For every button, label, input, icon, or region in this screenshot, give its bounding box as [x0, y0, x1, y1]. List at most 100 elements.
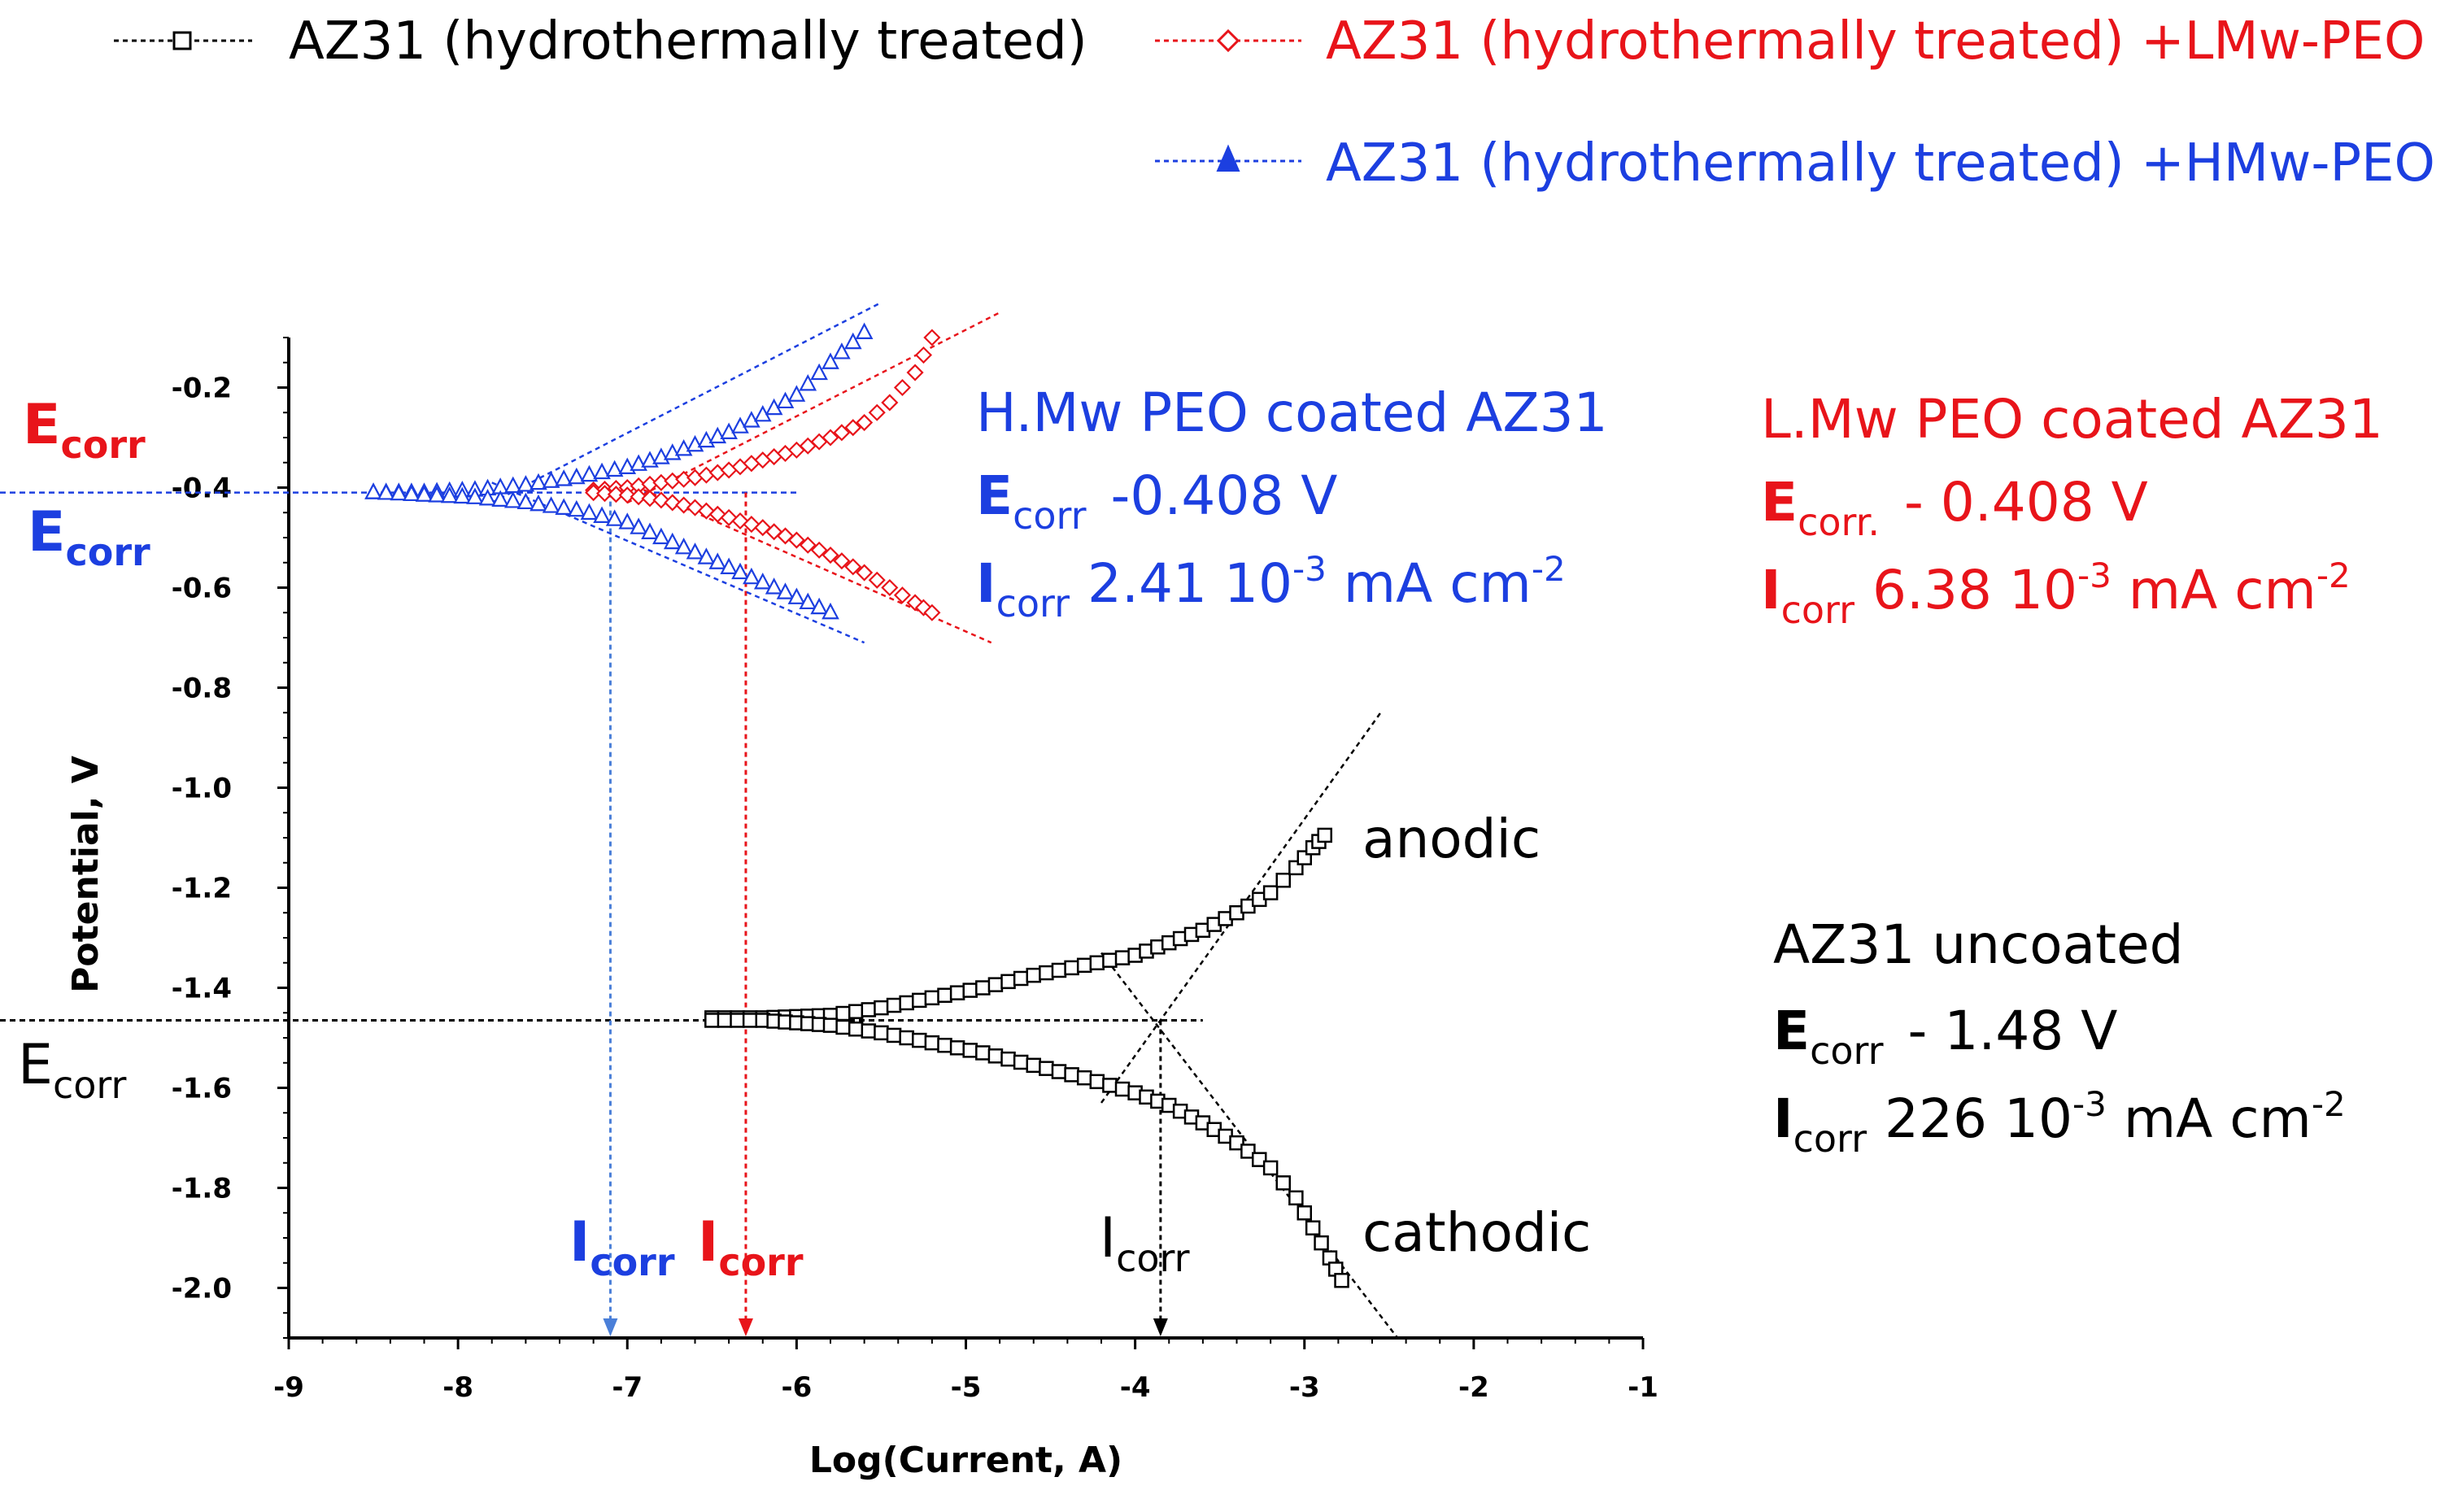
x-tick-label: -6 [781, 1371, 812, 1404]
data-point [743, 567, 760, 585]
icorr-label-black: Icorr [1100, 1206, 1190, 1280]
data-point [720, 557, 738, 575]
x-tick-label: -7 [612, 1371, 643, 1404]
legend-label-blue: AZ31 (hydrothermally treated) +HMw-PEO [1326, 133, 2435, 194]
data-point [912, 992, 927, 1009]
data-point [923, 603, 941, 621]
data-point [868, 403, 886, 421]
data-point [810, 541, 828, 559]
data-point [799, 536, 817, 554]
data-point [1089, 1074, 1105, 1090]
ecorr-label-blue: Ecorr [28, 500, 150, 574]
y-tick-label: -1.6 [172, 1073, 232, 1105]
data-point [1064, 960, 1079, 976]
x-tick-label: -5 [951, 1371, 982, 1404]
data-point [1026, 1057, 1041, 1074]
x-ticks: -9 -8 -7 -6 -5 -4 -3 -2 -1 [273, 1338, 1658, 1404]
data-point [1064, 1067, 1079, 1083]
tafel-anodic-blue [491, 301, 883, 504]
note-uncoated-title: AZ31 uncoated [1773, 913, 2183, 976]
data-point [1240, 1144, 1256, 1159]
data-point [555, 469, 573, 486]
legend-diamond-marker-icon [1216, 28, 1240, 53]
data-point [607, 486, 625, 503]
data-point [822, 546, 839, 564]
x-tick-label: -3 [1289, 1371, 1320, 1404]
data-point [652, 491, 670, 509]
series-red [585, 329, 941, 621]
data-point [491, 490, 509, 507]
data-point [605, 460, 624, 477]
note-lmw: L.Mw PEO coated AZ31 Ecorr. - 0.408 V Ico… [1761, 388, 2383, 632]
ecorr-labels: Ecorr Ecorr Ecorr [18, 393, 150, 1107]
x-tick-label: -2 [1458, 1371, 1489, 1404]
y-tick-label: -1.8 [172, 1173, 232, 1205]
data-point [1297, 1205, 1312, 1221]
data-point [924, 1035, 940, 1051]
data-point [787, 531, 805, 549]
note-uncoated: AZ31 uncoated Ecorr - 1.48 V Icorr 226 10-… [1773, 913, 2346, 1161]
data-point [874, 1000, 889, 1016]
data-point [881, 578, 899, 597]
note-lmw-ecorr: Ecorr. - 0.408 V [1761, 471, 2148, 544]
data-point [1305, 1220, 1321, 1235]
y-tick-label: -2.0 [172, 1273, 232, 1305]
data-point [1039, 1061, 1054, 1076]
ecorr-label-black: Ecorr [18, 1033, 127, 1107]
data-point [962, 1043, 978, 1058]
cathodic-label: cathodic [1362, 1201, 1591, 1264]
data-point [403, 484, 421, 502]
data-point [861, 1023, 877, 1039]
axes: -9 -8 -7 -6 -5 -4 -3 -2 -1 -0.2-0.4-0.6-0.8-1.0-… [65, 337, 1658, 1481]
data-point [567, 467, 586, 485]
data-point [1317, 827, 1332, 843]
data-point [937, 1037, 952, 1053]
legend: AZ31 (hydrothermally treated) AZ31 (hydr… [114, 11, 2435, 194]
data-point [686, 468, 704, 486]
data-point [1089, 955, 1105, 970]
data-point [1000, 1051, 1016, 1067]
data-point [641, 490, 659, 508]
data-point [466, 487, 484, 504]
data-point [542, 496, 560, 513]
x-tick-label: -8 [442, 1371, 473, 1404]
data-point [516, 492, 535, 510]
data-point [686, 542, 704, 560]
data-point [856, 413, 874, 432]
data-point [799, 374, 817, 391]
data-point [595, 485, 614, 503]
data-point [585, 484, 603, 502]
data-point [630, 517, 647, 534]
data-point [855, 322, 874, 339]
data-point [664, 494, 682, 512]
note-hmw-icorr: Icorr 2.41 10-3 mA cm-2 [976, 549, 1566, 625]
data-point [1013, 970, 1029, 987]
data-point [844, 558, 862, 576]
icorr-labels: Icorr Icorr Icorr [569, 1206, 1190, 1284]
data-point [1076, 957, 1092, 974]
data-point [1229, 1135, 1244, 1151]
data-point [1000, 974, 1016, 990]
data-point [593, 462, 611, 480]
data-point [428, 486, 446, 503]
x-axis-title: Log(Current, A) [809, 1440, 1122, 1481]
data-point [810, 597, 828, 615]
data-point [833, 342, 851, 359]
data-point [874, 1025, 889, 1041]
legend-label-black: AZ31 (hydrothermally treated) [289, 11, 1087, 72]
data-point [835, 1005, 851, 1022]
data-point [630, 488, 647, 506]
data-point [822, 429, 839, 447]
data-point [530, 494, 547, 512]
icorr-label-red: Icorr [698, 1210, 804, 1284]
ecorr-label-red: Ecorr [23, 393, 146, 467]
data-point [717, 1013, 733, 1028]
data-point [975, 1045, 991, 1061]
data-point [1314, 1235, 1329, 1251]
data-point [1102, 952, 1118, 968]
data-point [652, 527, 670, 545]
data-point [906, 364, 924, 381]
y-ticks: -0.2 -0.4 -0.6 -0.8 -1.0 -1.2 -1.4 -1.6 -1.8 -2.0 [172, 337, 289, 1339]
x-tick-label: -1 [1628, 1371, 1658, 1404]
